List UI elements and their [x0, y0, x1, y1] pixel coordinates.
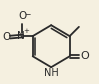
Text: O: O: [18, 11, 26, 21]
Text: N: N: [18, 31, 25, 41]
Text: NH: NH: [44, 68, 59, 78]
Text: O: O: [3, 32, 11, 42]
Text: −: −: [25, 10, 31, 19]
Text: O: O: [80, 51, 89, 61]
Text: +: +: [24, 28, 30, 34]
